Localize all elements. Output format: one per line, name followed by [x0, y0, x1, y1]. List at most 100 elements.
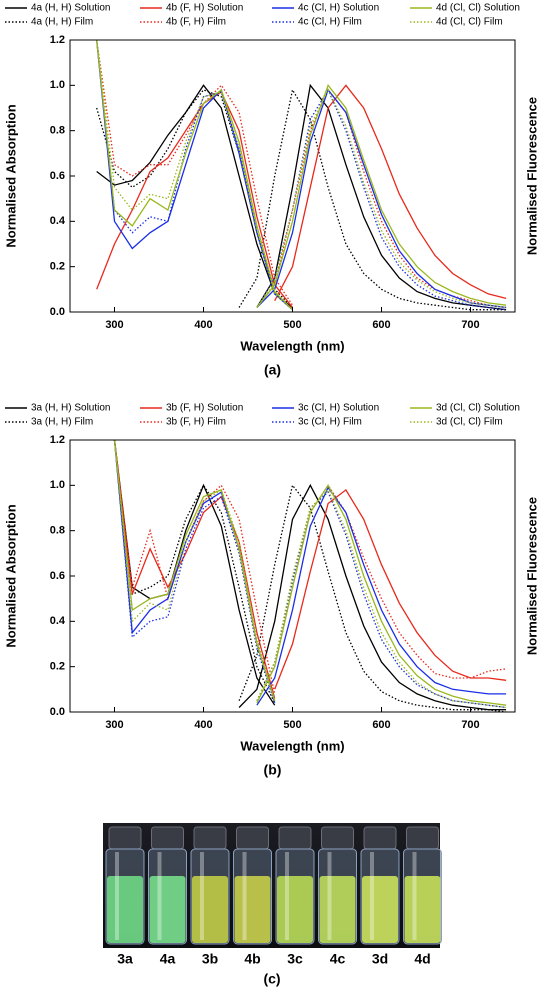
vial-glare — [285, 852, 289, 940]
legend-label: 4b (F, H) Solution — [166, 3, 243, 14]
y-tick-label: 0.8 — [50, 525, 65, 537]
legend-label: 4d (Cl, Cl) Solution — [436, 3, 520, 14]
legend-label: 4d (Cl, Cl) Film — [436, 17, 503, 28]
vial-label: 4b — [244, 951, 260, 967]
legend-label: 3c (Cl, H) Solution — [298, 403, 379, 414]
caption: (c) — [263, 971, 280, 987]
caption: (a) — [264, 362, 281, 378]
absorption-line — [96, 40, 293, 311]
vial-liquid — [319, 876, 356, 943]
legend-label: 3b (F, H) Solution — [166, 403, 243, 414]
fluorescence-line — [256, 83, 507, 308]
plot-area — [96, 40, 507, 311]
absorption-line — [96, 40, 293, 311]
y-tick-label: 0.4 — [50, 215, 66, 227]
x-tick-label: 300 — [105, 319, 123, 331]
x-tick-label: 500 — [283, 319, 301, 331]
x-axis-title: Wavelength (nm) — [240, 738, 344, 753]
legend-label: 3a (H, H) Film — [31, 417, 93, 428]
vial-cap — [193, 826, 227, 850]
legend-label: 4a (H, H) Film — [31, 17, 93, 28]
x-tick-label: 300 — [105, 719, 123, 731]
x-axis-title: Wavelength (nm) — [240, 338, 344, 353]
fluorescence-line — [256, 484, 507, 706]
absorption-line — [113, 440, 276, 695]
x-tick-label: 500 — [283, 719, 301, 731]
y-tick-label: 0.6 — [50, 570, 65, 582]
vial-glare — [242, 852, 247, 940]
y-tick-label: 0.2 — [50, 261, 65, 273]
vial-glare — [157, 852, 162, 940]
legend-label: 3d (Cl, Cl) Solution — [436, 403, 520, 414]
vial-glare — [200, 852, 204, 940]
x-tick-label: 700 — [461, 319, 479, 331]
absorption-line — [113, 440, 276, 699]
absorption-line — [96, 40, 294, 306]
x-tick-label: 400 — [194, 719, 212, 731]
absorption-line — [113, 440, 276, 701]
vial-liquid — [404, 876, 441, 943]
fluorescence-line — [256, 484, 507, 702]
y2-axis-title: Normalised Fluorescence — [524, 97, 539, 255]
vial-glare — [370, 852, 374, 940]
absorption-line — [113, 440, 276, 706]
vial-liquid — [277, 876, 313, 943]
vial-liquid — [107, 876, 143, 943]
plot-area — [113, 440, 507, 712]
absorption-line — [113, 440, 276, 701]
caption: (b) — [264, 762, 282, 778]
absorption-line — [113, 440, 276, 704]
y-tick-label: 0.2 — [50, 661, 65, 673]
vial-glare — [115, 852, 119, 940]
fluorescence-line — [256, 83, 507, 311]
x-tick-label: 400 — [194, 319, 212, 331]
y-tick-label: 1.2 — [50, 34, 65, 46]
legend-label: 3d (Cl, Cl) Film — [436, 417, 503, 428]
absorption-line — [96, 84, 293, 309]
vial-label: 4a — [160, 951, 176, 967]
vial-cap — [151, 826, 184, 850]
fluorescence-line — [274, 488, 507, 690]
x-tick-label: 600 — [372, 719, 390, 731]
y-tick-label: 0.6 — [50, 170, 65, 182]
legend-label: 3c (Cl, H) Film — [298, 417, 362, 428]
y-tick-label: 0.4 — [50, 615, 66, 627]
y-tick-label: 1.0 — [50, 479, 65, 491]
vial-label: 3d — [372, 951, 388, 967]
legend-label: 4a (H, H) Solution — [31, 3, 110, 14]
x-tick-label: 700 — [461, 719, 479, 731]
legend-label: 4c (Cl, H) Solution — [298, 3, 379, 14]
absorption-line — [96, 40, 293, 311]
fluorescence-line — [274, 84, 507, 302]
y-tick-label: 0.0 — [50, 706, 65, 718]
fluorescence-line — [256, 88, 507, 309]
fluorescence-line — [238, 483, 507, 711]
fluorescence-line — [256, 488, 507, 709]
legend-label: 4b (F, H) Film — [166, 17, 226, 28]
y-axis-title: Normalised Absorption — [3, 504, 18, 647]
vial-label: 4d — [414, 951, 430, 967]
vials — [105, 826, 442, 945]
legend-label: 3b (F, H) Film — [166, 417, 226, 428]
vial-liquid — [149, 876, 186, 943]
y-tick-label: 0.0 — [50, 306, 65, 318]
vial-cap — [278, 826, 312, 850]
absorption-line — [113, 440, 276, 704]
fluorescence-line — [256, 88, 507, 309]
legend-label: 4c (Cl, H) Film — [298, 17, 362, 28]
vial-cap — [108, 826, 142, 850]
vial-label: 3b — [202, 951, 218, 967]
vial-liquid — [362, 876, 398, 943]
fluorescence-line — [256, 491, 507, 709]
absorption-line — [96, 91, 294, 308]
vial-glare — [327, 852, 332, 940]
y-tick-label: 0.8 — [50, 125, 65, 137]
fluorescence-line — [256, 486, 507, 706]
y-tick-label: 1.0 — [50, 79, 65, 91]
vial-liquid — [192, 876, 228, 943]
y-tick-label: 1.2 — [50, 434, 65, 446]
vial-liquid — [234, 876, 271, 943]
absorption-line — [96, 40, 293, 311]
y-axis-title: Normalised Absorption — [3, 104, 18, 247]
